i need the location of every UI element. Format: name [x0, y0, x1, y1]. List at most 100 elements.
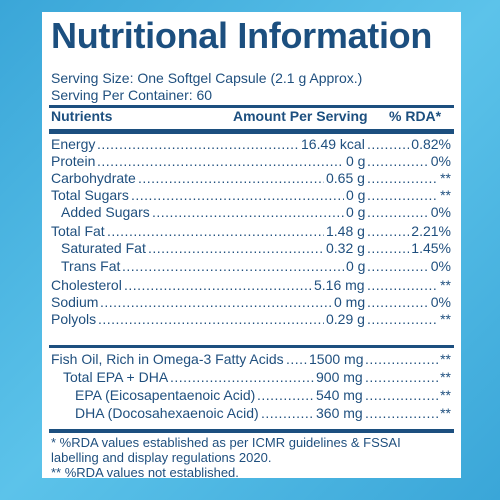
nutrient-rda: **	[440, 277, 451, 293]
leader-dots: ........................................…	[367, 258, 429, 274]
nutrient-rda: 0%	[430, 204, 451, 220]
nutrient-row: ........................................…	[51, 311, 451, 328]
leader-dots: ........................................…	[124, 277, 312, 293]
nutrient-row: ........................................…	[51, 187, 451, 204]
serving-size: Serving Size: One Softgel Capsule (2.1 g…	[51, 70, 363, 86]
footnote-3: ** %RDA values not established.	[51, 465, 239, 480]
nutrient-label: Total Sugars	[51, 187, 130, 204]
nutrient-row: ........................................…	[51, 277, 451, 294]
nutrient-row: ........................................…	[51, 153, 451, 170]
nutrient-rda: **	[440, 170, 451, 186]
leader-dots: ........................................…	[170, 369, 314, 385]
nutrient-row: ........................................…	[51, 170, 451, 187]
leader-dots: ........................................…	[367, 170, 438, 186]
nutrient-amount: 0 g	[346, 258, 366, 275]
leader-dots: ........................................…	[148, 240, 324, 256]
nutrient-amount: 16.49 kcal	[301, 136, 365, 153]
nutrient-row: ........................................…	[51, 258, 451, 275]
nutrient-rda: 1.45%	[411, 240, 451, 256]
nutrition-panel: Nutritional Information Serving Size: On…	[42, 12, 461, 480]
footnote-2: labelling and display regulations 2020.	[51, 450, 272, 465]
nutrient-amount: 0.32 g	[326, 240, 365, 257]
leader-dots: ........................................…	[367, 240, 409, 256]
leader-dots: ........................................…	[367, 204, 429, 220]
leader-dots: ........................................…	[97, 136, 299, 152]
nutrient-row: ........................................…	[51, 136, 451, 153]
nutrient-amount: 0 g	[346, 153, 366, 170]
footnote-1: * %RDA values established as per ICMR gu…	[51, 435, 401, 450]
nutrient-rda: 0.82%	[411, 136, 451, 152]
nutrient-label: Trans Fat	[61, 258, 122, 275]
nutrient-amount: 0.29 g	[326, 311, 365, 328]
nutrient-rda: 2.21%	[411, 223, 451, 239]
nutrient-label: Added Sugars	[61, 204, 151, 221]
header-top-rule	[49, 105, 454, 108]
leader-dots: ........................................…	[261, 405, 314, 421]
leader-dots: ........................................…	[367, 223, 409, 239]
leader-dots: ........................................…	[131, 187, 344, 203]
nutrient-amount: 0 g	[346, 204, 366, 221]
nutrient-amount: 360 mg	[316, 405, 363, 422]
leader-dots: ........................................…	[100, 294, 332, 310]
nutrient-rda: **	[440, 387, 451, 403]
leader-dots: ........................................…	[365, 351, 438, 367]
leader-dots: ........................................…	[365, 369, 438, 385]
nutrient-row: ........................................…	[51, 369, 451, 386]
nutrient-label: Total Fat	[51, 223, 106, 240]
nutrient-row: ........................................…	[51, 223, 451, 240]
leader-dots: ........................................…	[367, 277, 438, 293]
nutrient-amount: 0.65 g	[326, 170, 365, 187]
page-title: Nutritional Information	[51, 15, 433, 56]
leader-dots: ........................................…	[367, 153, 429, 169]
nutrient-label: Sodium	[51, 294, 100, 311]
nutrient-rda: **	[440, 405, 451, 421]
nutrient-amount: 5.16 mg	[314, 277, 365, 294]
nutrient-rda: 0%	[430, 294, 451, 310]
footnote-rule	[49, 429, 454, 433]
nutrient-amount: 1500 mg	[309, 351, 364, 368]
leader-dots: ........................................…	[286, 351, 307, 367]
nutrient-rda: **	[440, 351, 451, 367]
nutrient-rda: 0%	[430, 258, 451, 274]
leader-dots: ........................................…	[365, 405, 438, 421]
nutrient-label: Energy	[51, 136, 97, 153]
leader-dots: ........................................…	[367, 136, 409, 152]
nutrient-amount: 0 mg	[334, 294, 366, 311]
nutrient-row: ........................................…	[51, 240, 451, 257]
leader-dots: ........................................…	[152, 204, 344, 220]
nutrient-label: Fish Oil, Rich in Omega-3 Fatty Acids	[51, 351, 285, 368]
nutrient-amount: 1.48 g	[326, 223, 365, 240]
nutrient-label: Polyols	[51, 311, 98, 328]
leader-dots: ........................................…	[257, 387, 314, 403]
nutrient-label: Carbohydrate	[51, 170, 137, 187]
section-divider	[49, 345, 454, 348]
nutrient-rda: **	[440, 369, 451, 385]
nutrient-amount: 540 mg	[316, 387, 363, 404]
nutrient-label: Saturated Fat	[61, 240, 147, 257]
header-amount: Amount Per Serving	[233, 108, 368, 124]
header-rda: % RDA*	[389, 108, 442, 124]
leader-dots: ........................................…	[365, 387, 438, 403]
nutrient-label: Cholesterol	[51, 277, 123, 294]
nutrient-rda: **	[440, 187, 451, 203]
leader-dots: ........................................…	[367, 311, 438, 327]
nutrient-label: EPA (Eicosapentaenoic Acid)	[75, 387, 257, 404]
nutrient-amount: 0 g	[346, 187, 366, 204]
nutrient-amount: 900 mg	[316, 369, 363, 386]
nutrient-label: Total EPA + DHA	[63, 369, 170, 386]
nutrient-row: ........................................…	[51, 351, 451, 368]
leader-dots: ........................................…	[97, 153, 344, 169]
nutrient-label: Protein	[51, 153, 97, 170]
nutrient-row: ........................................…	[51, 294, 451, 311]
nutrient-row: ........................................…	[51, 204, 451, 221]
leader-dots: ........................................…	[98, 311, 324, 327]
leader-dots: ........................................…	[138, 170, 324, 186]
header-nutrients: Nutrients	[51, 108, 113, 124]
leader-dots: ........................................…	[367, 187, 438, 203]
nutrient-rda: 0%	[430, 153, 451, 169]
nutrient-row: ........................................…	[51, 405, 451, 422]
leader-dots: ........................................…	[107, 223, 324, 239]
nutrient-rda: **	[440, 311, 451, 327]
header-bottom-rule	[49, 129, 454, 134]
servings-per-container: Serving Per Container: 60	[51, 87, 213, 103]
